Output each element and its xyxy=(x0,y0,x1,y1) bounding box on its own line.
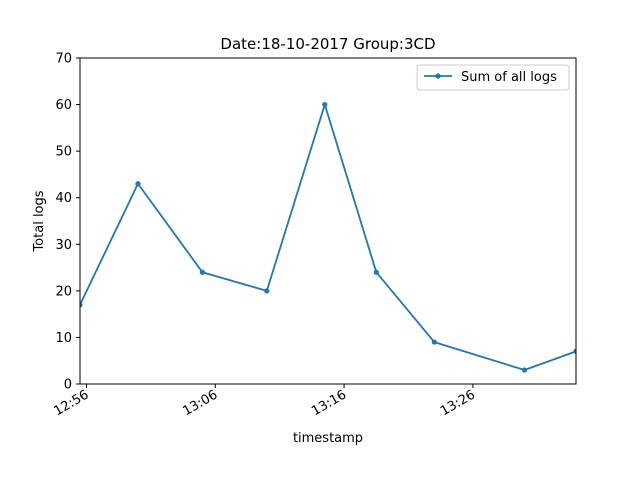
legend-label: Sum of all logs xyxy=(461,70,557,85)
data-point xyxy=(322,101,328,108)
data-point xyxy=(573,348,576,354)
y-tick-label: 20 xyxy=(55,284,72,299)
plot-background xyxy=(80,58,576,384)
legend-marker xyxy=(435,73,441,79)
data-point xyxy=(431,339,437,345)
plot-frame xyxy=(79,57,577,385)
x-axis-label: timestamp xyxy=(293,431,363,446)
y-tick-label: 30 xyxy=(55,238,72,253)
y-tick-label: 60 xyxy=(55,98,72,113)
data-point xyxy=(80,302,83,308)
data-point xyxy=(199,269,205,275)
y-axis: 0 10 20 30 40 50 60 70 xyxy=(55,52,80,393)
data-point xyxy=(521,367,528,373)
legend-box xyxy=(416,64,570,91)
data-point xyxy=(264,288,270,294)
y-axis-label: Total logs xyxy=(32,190,47,252)
y-tick-label: 70 xyxy=(55,52,72,67)
y-tick-label: 10 xyxy=(55,331,72,346)
data-point xyxy=(373,269,379,275)
y-tick-label: 40 xyxy=(55,191,72,206)
series-layer xyxy=(80,101,576,373)
legend: Sum of all logs xyxy=(416,64,570,91)
plot-area xyxy=(80,58,576,384)
chart-title: Date:18-10-2017 Group:3CD xyxy=(220,35,435,53)
y-tick-label: 0 xyxy=(64,378,72,393)
y-tick-label: 50 xyxy=(55,145,72,160)
data-point xyxy=(135,181,141,187)
